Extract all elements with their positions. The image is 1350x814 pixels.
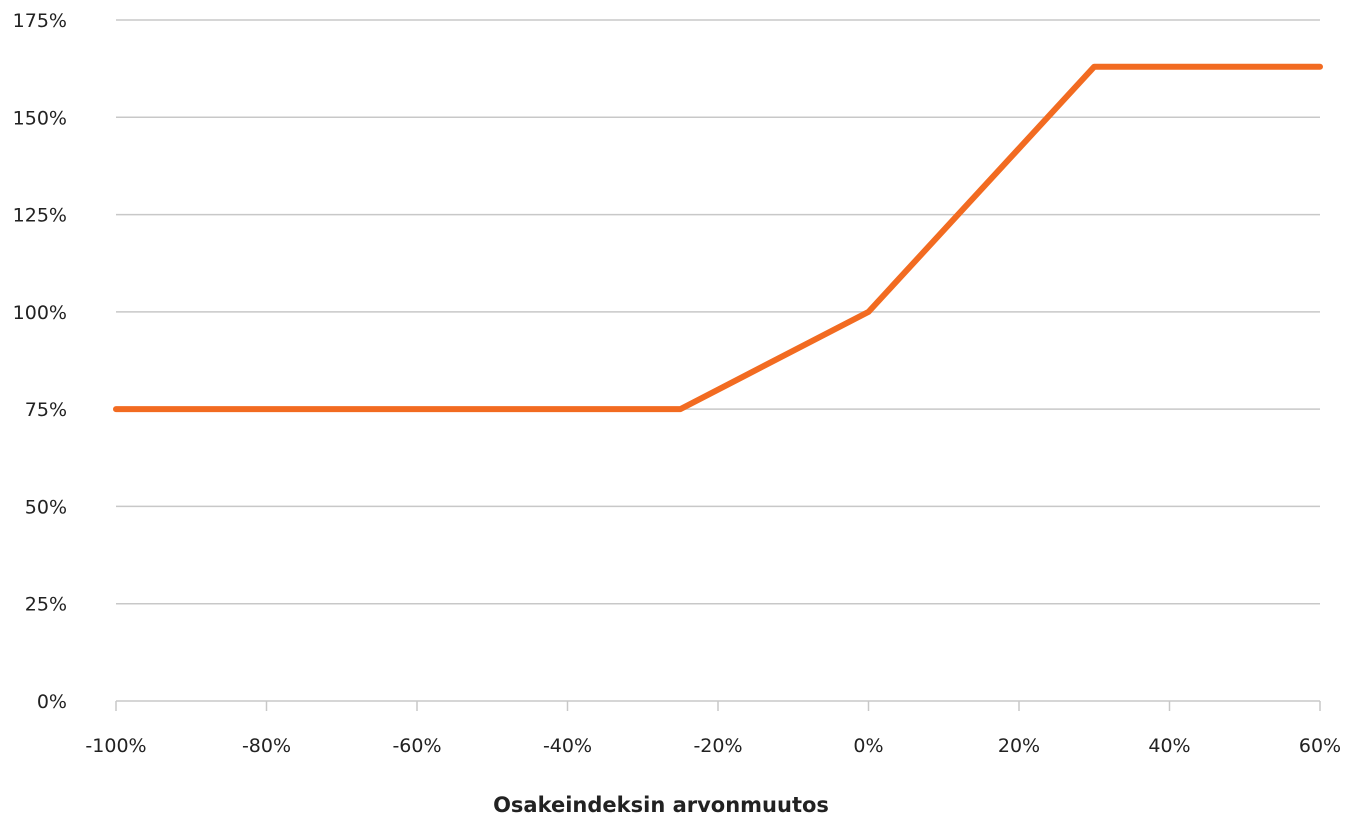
x-axis: -100% -80% -60% -40% -20% 0% 20% 40% 60% [85,700,1341,757]
y-tick-label: 125% [13,205,67,227]
x-tick-label: -100% [85,735,146,757]
grid-lines [116,19,1320,605]
x-tick-label: -20% [693,735,742,757]
y-tick-label: 75% [25,399,67,421]
x-tick-label: -80% [242,735,291,757]
x-tick-label: -40% [543,735,592,757]
x-tick-label: 40% [1148,735,1190,757]
x-axis-title: Osakeindeksin arvonmuutos [493,793,829,814]
series-line-0 [113,63,1323,413]
x-tick-label: 60% [1299,735,1341,757]
y-tick-label: 25% [25,594,67,616]
x-tick-label: 20% [998,735,1040,757]
y-tick-label: 100% [13,302,67,324]
y-tick-label: 175% [13,10,67,32]
y-tick-label: 50% [25,496,67,518]
x-tick-label: -60% [392,735,441,757]
y-tick-label: 150% [13,107,67,129]
y-axis-tick-labels: 0% 25% 50% 75% 100% 125% 150% 175% [13,10,67,713]
x-tick-label: 0% [853,735,883,757]
series-lines [113,63,1323,413]
y-tick-label: 0% [37,691,67,713]
